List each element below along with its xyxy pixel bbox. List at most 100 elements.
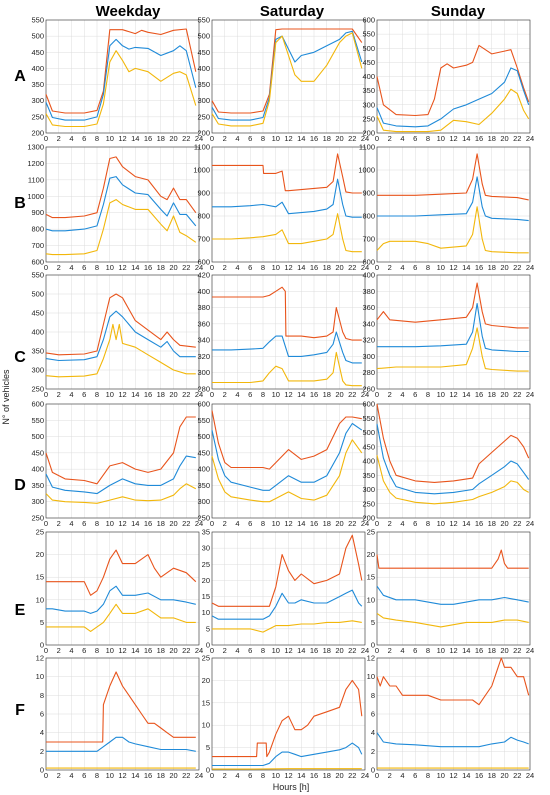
panel-e-sunday-series-0-line (376, 549, 529, 569)
panel-d-saturday-xtick-label: 4 (235, 519, 239, 528)
panel-d-sunday-ytick-label: 400 (362, 457, 375, 466)
panel-f-weekday-xtick-label: 18 (157, 771, 165, 780)
panel-d-weekday-xtick-label: 0 (44, 519, 48, 528)
panel-c-sunday-xtick-label: 12 (449, 390, 457, 399)
row-label-e: E (15, 602, 26, 619)
panel-f-weekday-ytick-label: 12 (36, 654, 44, 663)
panel-e-weekday-xtick-label: 24 (195, 646, 203, 655)
panel-d-saturday-xtick-label: 8 (261, 519, 265, 528)
panel-b-sunday-xtick-label: 24 (526, 263, 534, 272)
panel-d-saturday-xtick-label: 22 (348, 519, 356, 528)
panel-b-saturday-xtick-label: 18 (323, 263, 331, 272)
panel-e-saturday-xtick-label: 20 (335, 646, 343, 655)
panel-f-saturday-xtick-label: 8 (261, 771, 265, 780)
panel-c-weekday-ytick-label: 550 (31, 271, 44, 280)
panel-b-weekday-xtick-label: 4 (69, 263, 73, 272)
panel-a-sunday-ytick-label: 250 (362, 114, 375, 123)
panel-a-weekday-ytick-label: 250 (31, 112, 44, 121)
panel-e-saturday-ytick-label: 20 (202, 576, 210, 585)
panel-e-sunday-ytick-label: 20 (367, 550, 375, 559)
panel-e-saturday-xtick-label: 24 (361, 646, 369, 655)
panel-a-weekday-xtick-label: 22 (182, 134, 190, 143)
panel-d-sunday-frame (376, 403, 531, 519)
panel-d-weekday-xtick-label: 12 (118, 519, 126, 528)
panel-d-sunday-ytick-label: 500 (362, 428, 375, 437)
panel-f-saturday-ytick-label: 20 (202, 676, 210, 685)
panel-f-sunday-xtick-label: 16 (475, 771, 483, 780)
panel-f-saturday-xtick-label: 4 (235, 771, 239, 780)
panel-d-saturday-xtick-label: 16 (310, 519, 318, 528)
panel-f-sunday-series-1-line (376, 732, 529, 748)
panel-e-saturday-xtick-label: 12 (284, 646, 292, 655)
panel-b-saturday-series-0-line (212, 153, 362, 194)
panel-d-weekday-ytick-label: 400 (31, 465, 44, 474)
panel-f-sunday-xtick-label: 22 (513, 771, 521, 780)
panel-d-weekday-xtick-label: 2 (57, 519, 61, 528)
panel-d-sunday-series-1-line (376, 423, 530, 495)
panel-c-saturday-ytick-label: 340 (197, 336, 210, 345)
panel-d-sunday-xtick-label: 24 (526, 519, 534, 528)
panel-a-saturday-series-0-line (211, 28, 363, 114)
row-label-a: A (14, 68, 26, 85)
panel-c-weekday-xtick-label: 8 (95, 390, 99, 399)
panel-a-sunday-series-1-line (376, 67, 530, 128)
panel-a-weekday-ytick-label: 350 (31, 80, 44, 89)
panel-d-saturday-series-0-line (211, 410, 362, 470)
panel-d-saturday-ytick-label: 350 (197, 481, 210, 490)
panel-e-weekday-series-2-line (46, 603, 196, 632)
panel-f-weekday-xtick-label: 6 (82, 771, 86, 780)
panel-e-saturday-xtick-label: 0 (210, 646, 214, 655)
panel-a-saturday-xtick-label: 20 (335, 134, 343, 143)
panel-a-weekday-ytick-label: 450 (31, 48, 44, 57)
panel-d-weekday-ytick-label: 300 (31, 497, 44, 506)
panel-e-sunday-ytick-label: 0 (371, 641, 375, 650)
panel-e-saturday-xtick-label: 4 (235, 646, 239, 655)
panel-c-weekday-xtick-label: 2 (57, 390, 61, 399)
panel-b-weekday-ytick-label: 600 (31, 258, 44, 267)
panel-b-saturday-xtick-label: 2 (223, 263, 227, 272)
panel-d-sunday-ytick-label: 350 (362, 471, 375, 480)
panel-b-saturday-ytick-label: 800 (197, 212, 210, 221)
panel-d-saturday-xtick-label: 12 (284, 519, 292, 528)
panel-a-saturday-xtick-label: 24 (361, 134, 369, 143)
panel-e-weekday-xtick-label: 18 (157, 646, 165, 655)
panel-b-saturday-xtick-label: 22 (348, 263, 356, 272)
panel-f-weekday-xtick-label: 14 (131, 771, 139, 780)
panel-c-saturday-xtick-label: 2 (223, 390, 227, 399)
panel-a-sunday-ytick-label: 600 (362, 16, 375, 25)
panel-d-weekday-series-0-line (45, 416, 196, 485)
panel-a-weekday-xtick-label: 4 (69, 134, 73, 143)
panel-b-saturday-xtick-label: 0 (210, 263, 214, 272)
panel-c-weekday-xtick-label: 18 (157, 390, 165, 399)
panel-f-weekday-ytick-label: 6 (40, 710, 44, 719)
panel-d-sunday-ytick-label: 450 (362, 442, 375, 451)
panel-f-sunday-xtick-label: 24 (526, 771, 534, 780)
panel-c-weekday-xtick-label: 16 (144, 390, 152, 399)
panel-e-weekday-frame (45, 531, 200, 646)
panel-f-saturday-frame (211, 657, 366, 771)
panel-e-sunday-xtick-label: 6 (413, 646, 417, 655)
panel-c-weekday-ytick-label: 400 (31, 328, 44, 337)
panel-a-sunday-xtick-label: 22 (513, 134, 521, 143)
panel-d-sunday-xtick-label: 16 (475, 519, 483, 528)
panel-d-sunday-xtick-label: 0 (375, 519, 379, 528)
panel-e-saturday-series-0-line (211, 534, 363, 607)
panel-b-sunday-xtick-label: 0 (375, 263, 379, 272)
panel-d-saturday-series-1-line (211, 422, 363, 491)
panel-f-weekday-xtick-label: 16 (144, 771, 152, 780)
panel-a-sunday-ytick-label: 300 (362, 100, 375, 109)
panel-c-sunday-ytick-label: 340 (362, 319, 375, 328)
panel-c-sunday-ytick-label: 260 (362, 385, 375, 394)
panel-a-sunday-series-0-line (376, 44, 530, 117)
panel-c-saturday-xtick-label: 22 (348, 390, 356, 399)
panel-b-saturday-ytick-label: 700 (197, 235, 210, 244)
panel-b-weekday-ytick-label: 1100 (28, 175, 44, 184)
panel-a-sunday-xtick-label: 12 (449, 134, 457, 143)
panel-b-sunday-ytick-label: 900 (362, 189, 375, 198)
panel-f-saturday-xtick-label: 22 (348, 771, 356, 780)
panel-b-saturday-ytick-label: 900 (197, 189, 210, 198)
panel-a-sunday-xtick-label: 4 (400, 134, 404, 143)
panel-a-sunday-series-2-line (376, 88, 530, 133)
panel-c-saturday-ytick-label: 300 (197, 368, 210, 377)
panel-f-weekday-xtick-label: 10 (106, 771, 114, 780)
